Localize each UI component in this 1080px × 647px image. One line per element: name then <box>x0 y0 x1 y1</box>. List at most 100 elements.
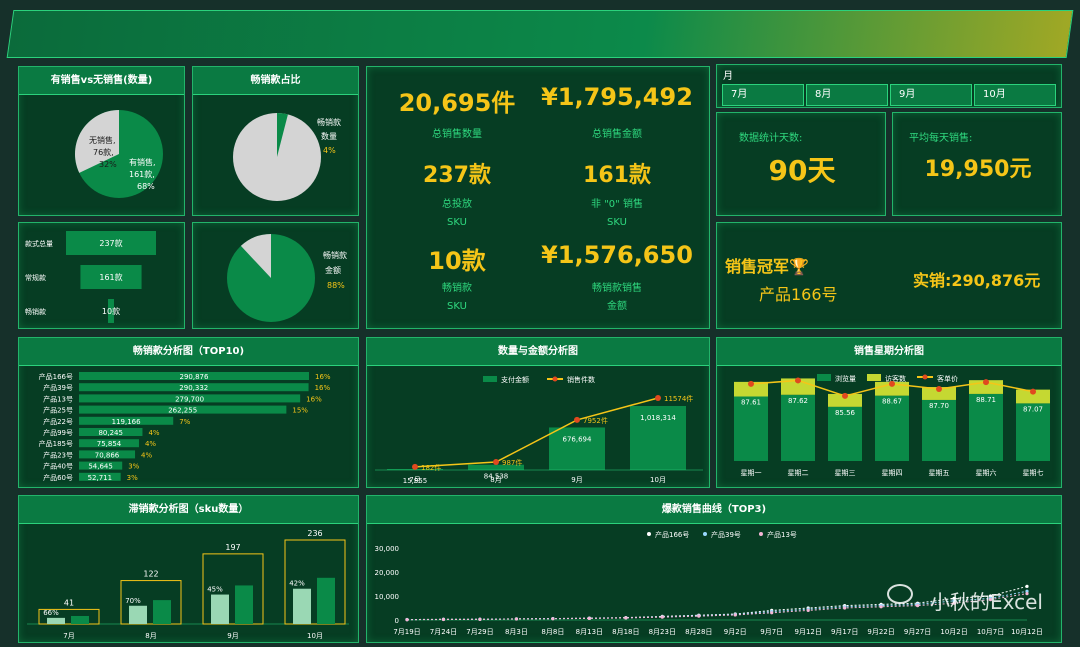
weekday-chart: 浏览量 访客数 客单价 87.61 星期一 87.62 星期二 85.56 星期三 88.67 星期… <box>734 374 1050 477</box>
y-tick: 20,000 <box>375 569 400 577</box>
total-amt-value: ¥1,795,492 <box>541 83 693 111</box>
top10-category: 产品185号 <box>39 439 73 448</box>
month-button-10[interactable]: 10月 <box>974 84 1056 106</box>
style-row-label: 款式总量 <box>25 239 53 248</box>
panel-title: 滞销款分析图（sku数量） <box>19 496 358 524</box>
legend-marker <box>703 532 707 536</box>
weekday-tick: 星期七 <box>1023 468 1044 477</box>
top10-bar <box>79 439 139 448</box>
price-label: 87.61 <box>741 399 761 407</box>
best-label-2: SKU <box>447 301 467 312</box>
series-point <box>587 616 591 621</box>
pie-slice-other-amt <box>240 234 271 278</box>
weekday-tick: 星期四 <box>882 469 903 477</box>
top10-value: 70,866 <box>95 451 120 459</box>
series-point <box>770 611 774 615</box>
amt-pct: 88% <box>327 281 345 290</box>
page-title <box>10 10 1070 58</box>
champion-sales: 实销:290,876元 <box>913 271 1041 290</box>
panel-title: 有销售vs无销售(数量) <box>19 67 184 95</box>
sku-label-2: SKU <box>447 217 467 228</box>
top10-pct: 15% <box>292 407 308 415</box>
series-line <box>406 585 1028 621</box>
slow-bar-b <box>71 615 89 624</box>
x-tick: 9月17日 <box>831 628 858 636</box>
daily-avg-panel: 平均每天销售: 19,950元 <box>892 112 1062 216</box>
x-tick: 9月7日 <box>760 628 783 636</box>
month-tick: 7月 <box>409 476 420 484</box>
top3-panel: 爆款销售曲线（TOP3) 产品166号 产品39号 产品13号 0 10,000 20,0… <box>366 495 1062 643</box>
top10-value: 119,166 <box>112 418 141 426</box>
top10-bar <box>79 450 136 459</box>
top10-pct: 16% <box>306 395 322 403</box>
total-outline <box>202 553 264 625</box>
slow-moving-panel: 滞销款分析图（sku数量） 41 66% 7月 122 70% 8月 197 45% 9月 236… <box>18 495 359 643</box>
qty-marker <box>412 463 418 470</box>
x-tick: 9月22日 <box>867 628 894 636</box>
y-tick: 10,000 <box>375 593 400 601</box>
amt-label-2: 金额 <box>325 265 341 275</box>
x-tick: 8月13日 <box>576 628 603 636</box>
pct-label: 45% <box>207 586 223 594</box>
panel-title: 数量与金额分析图 <box>367 338 709 366</box>
top10-bar <box>79 394 301 403</box>
x-tick: 7月24日 <box>430 628 457 636</box>
top10-chart: 产品166号 290,876 16% 产品39号 290,332 16% 产品13号 279,… <box>39 372 331 482</box>
month-tick: 7月 <box>63 632 74 640</box>
weekday-panel: 销售星期分析图 浏览量 访客数 客单价 87.61 星期一 87.62 星期二 85.56 星期… <box>716 337 1062 488</box>
month-button-9[interactable]: 9月 <box>890 84 972 106</box>
stat-days-value: 90天 <box>768 154 836 187</box>
price-label: 85.56 <box>835 409 856 417</box>
month-button-8[interactable]: 8月 <box>806 84 888 106</box>
panel-title: 畅销款占比 <box>193 67 358 95</box>
weekday-tick: 星期三 <box>835 469 856 477</box>
series-point <box>733 613 737 617</box>
best-amt-value: ¥1,576,650 <box>541 241 693 269</box>
stat-days-panel: 数据统计天数: 90天 <box>716 112 886 216</box>
sku-count-value: 237款 <box>423 163 491 188</box>
sales-count: 161款, <box>129 169 155 179</box>
legend-visitors-label: 访客数 <box>885 374 906 383</box>
top10-bar <box>79 372 309 380</box>
month-button-7[interactable]: 7月 <box>722 84 804 106</box>
series-point <box>952 601 956 605</box>
price-marker <box>842 392 848 399</box>
month-tick: 9月 <box>571 476 582 484</box>
best-amt-label-1: 畅销款销售 <box>592 283 642 294</box>
slow-bar-a <box>293 588 311 624</box>
series-point <box>806 608 810 612</box>
legend-visitors-swatch <box>867 374 881 381</box>
legend-qty-label: 销售件数 <box>567 375 595 384</box>
visitors-bar <box>828 393 862 407</box>
price-marker <box>795 377 801 384</box>
top10-category: 产品25号 <box>43 406 73 415</box>
panel-title: 爆款销售曲线（TOP3) <box>367 496 1061 524</box>
qty-label: 987件 <box>502 458 522 467</box>
month-tick: 9月 <box>227 632 238 640</box>
bestseller-qty-pie: 畅销款 数量 4% <box>233 113 341 201</box>
nosales-count: 76款, <box>93 147 114 157</box>
top10-bar <box>79 416 174 425</box>
pct-label: 66% <box>43 609 59 617</box>
series-point <box>405 618 409 622</box>
series-point <box>551 617 555 621</box>
series-point <box>843 606 847 610</box>
top10-value: 54,645 <box>88 463 113 471</box>
legend-amt-swatch <box>483 376 497 382</box>
nonzero-label-1: 非 "0" 销售 <box>591 199 643 210</box>
top10-pct: 7% <box>179 418 190 426</box>
sales-vs-nosales-pie: 无销售, 76款, 32% 有销售, 161款, 68% <box>74 110 163 198</box>
best-amt-label-2: 金额 <box>607 301 627 312</box>
nosales-label: 无销售, <box>89 135 116 145</box>
views-bar <box>922 399 956 461</box>
x-tick: 9月12日 <box>794 628 821 636</box>
top10-pct: 4% <box>148 429 159 437</box>
slow-moving-chart: 41 66% 7月 122 70% 8月 197 45% 9月 236 42% 10月 <box>27 529 349 640</box>
month-tick: 8月 <box>145 632 156 640</box>
series-point <box>1025 589 1029 593</box>
series-point <box>988 598 993 602</box>
series-point <box>952 596 956 600</box>
nonzero-label-2: SKU <box>607 217 627 228</box>
top10-panel: 畅销款分析图（TOP10) 产品166号 290,876 16% 产品39号 290,3… <box>18 337 359 488</box>
